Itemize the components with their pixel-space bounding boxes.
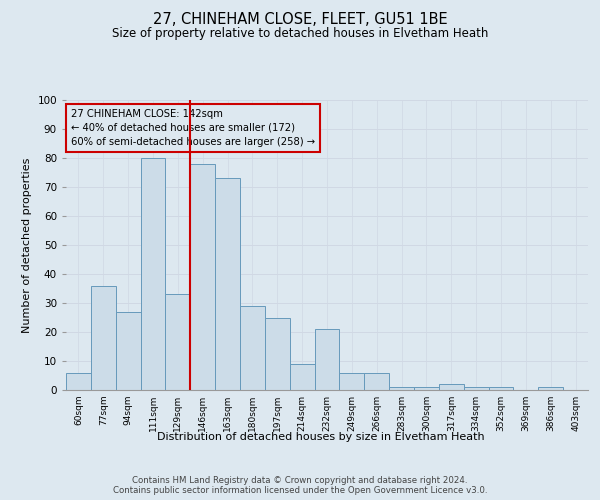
Text: Contains HM Land Registry data © Crown copyright and database right 2024.
Contai: Contains HM Land Registry data © Crown c…	[113, 476, 487, 495]
Bar	[439, 384, 464, 390]
Text: 27 CHINEHAM CLOSE: 142sqm
← 40% of detached houses are smaller (172)
60% of semi: 27 CHINEHAM CLOSE: 142sqm ← 40% of detac…	[71, 108, 316, 146]
Bar	[364, 372, 389, 390]
Bar	[464, 387, 488, 390]
Bar	[190, 164, 215, 390]
Bar	[389, 387, 414, 390]
Bar	[538, 387, 563, 390]
Bar	[414, 387, 439, 390]
Bar	[265, 318, 290, 390]
Y-axis label: Number of detached properties: Number of detached properties	[22, 158, 32, 332]
Bar	[240, 306, 265, 390]
Bar	[91, 286, 116, 390]
Bar	[166, 294, 190, 390]
Text: 27, CHINEHAM CLOSE, FLEET, GU51 1BE: 27, CHINEHAM CLOSE, FLEET, GU51 1BE	[152, 12, 448, 28]
Bar	[140, 158, 166, 390]
Text: Distribution of detached houses by size in Elvetham Heath: Distribution of detached houses by size …	[157, 432, 485, 442]
Bar	[116, 312, 140, 390]
Bar	[314, 329, 340, 390]
Bar	[215, 178, 240, 390]
Bar	[66, 372, 91, 390]
Bar	[340, 372, 364, 390]
Bar	[290, 364, 314, 390]
Text: Size of property relative to detached houses in Elvetham Heath: Size of property relative to detached ho…	[112, 28, 488, 40]
Bar	[488, 387, 514, 390]
